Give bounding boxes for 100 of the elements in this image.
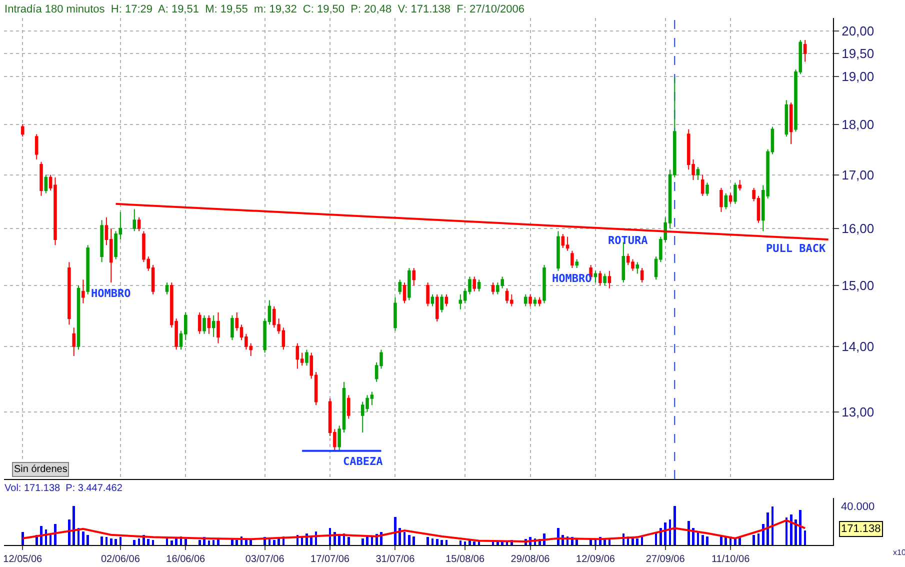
candlestick xyxy=(724,192,728,210)
bar xyxy=(687,521,690,545)
candlestick xyxy=(72,327,76,356)
y-tick-label: 18,00 xyxy=(842,116,874,132)
bar xyxy=(459,540,462,545)
bar xyxy=(272,540,276,545)
candlestick xyxy=(720,187,723,212)
annotation: ROTURA xyxy=(608,234,648,247)
annotation: HOMBRO xyxy=(552,272,592,285)
candlestick xyxy=(706,182,709,196)
candlestick xyxy=(734,182,737,204)
x-tick-label: 12/09/06 xyxy=(576,554,616,565)
x-tick-label: 15/08/06 xyxy=(446,554,485,565)
chart-title: Intradía 180 minutos H: 17:29 A: 19,51 M: 19,55 m: 19,32 C: 19,50 P: 20,48 V: 171.138 F: 27/10/2006 xyxy=(4,4,525,16)
bar xyxy=(236,540,238,545)
candlestick xyxy=(640,267,644,283)
candlestick xyxy=(477,279,481,292)
bar xyxy=(361,538,364,545)
candlestick xyxy=(738,180,742,192)
candlestick xyxy=(789,102,793,145)
candlestick xyxy=(728,192,732,204)
candlestick xyxy=(86,244,90,295)
candlestick xyxy=(412,267,416,286)
candlestick xyxy=(603,273,606,286)
candlestick xyxy=(696,166,700,181)
bar xyxy=(473,541,476,545)
candlestick xyxy=(538,296,542,307)
bar xyxy=(752,534,755,545)
candlestick xyxy=(570,250,574,268)
candlestick xyxy=(100,220,104,263)
y-tick-label: 16,00 xyxy=(842,220,874,236)
candlestick xyxy=(528,294,532,307)
candlestick xyxy=(347,394,350,420)
candlestick xyxy=(440,294,444,313)
x-tick-label: 31/07/06 xyxy=(376,554,416,565)
y-tick-label: 17,00 xyxy=(842,167,874,182)
bar xyxy=(468,540,471,545)
bar xyxy=(706,536,708,545)
bar xyxy=(673,506,676,545)
candlestick xyxy=(68,262,71,326)
candlestick xyxy=(408,267,411,301)
candlestick xyxy=(700,174,704,196)
candlestick xyxy=(608,270,612,289)
bar xyxy=(114,539,117,545)
y-tick-label: 13,00 xyxy=(842,404,874,420)
bar xyxy=(440,540,443,545)
candlestick xyxy=(230,314,234,341)
bar xyxy=(790,514,792,545)
candlestick xyxy=(82,279,85,304)
bar xyxy=(175,538,178,545)
candlestick xyxy=(784,100,788,138)
candlestick xyxy=(542,264,546,304)
bar xyxy=(100,536,103,545)
bar xyxy=(412,536,416,545)
y-tick-label: 19,00 xyxy=(842,69,874,84)
bar xyxy=(426,537,429,545)
text: 171.138 xyxy=(841,523,881,535)
candlestick xyxy=(165,282,169,295)
annotation: PULL BACK xyxy=(766,242,826,255)
candlestick xyxy=(524,294,528,307)
candlestick xyxy=(394,296,397,332)
candlestick xyxy=(305,349,308,366)
bar xyxy=(133,540,136,545)
x-tick-label: 11/10/06 xyxy=(711,554,750,565)
text: 40.000 xyxy=(841,501,875,513)
y-tick-label: 19,50 xyxy=(842,46,874,62)
bar xyxy=(636,538,639,545)
candlestick xyxy=(132,208,136,232)
bar xyxy=(184,539,187,545)
bar xyxy=(366,536,368,545)
x-tick-label: 29/08/06 xyxy=(510,554,550,565)
candlestick xyxy=(34,134,38,160)
bar xyxy=(664,522,666,545)
x-tick-label: 27/09/06 xyxy=(646,554,686,565)
candlestick xyxy=(598,270,602,286)
bar xyxy=(170,540,173,545)
candlestick xyxy=(556,230,560,272)
y-tick-label: 14,00 xyxy=(842,338,874,354)
x-tick-label: 02/06/06 xyxy=(100,554,140,565)
annotation: Sin órdenes xyxy=(14,464,68,475)
candlestick xyxy=(402,282,406,304)
bar xyxy=(110,538,112,545)
annotation: CABEZA xyxy=(343,455,384,468)
candlestick xyxy=(44,174,48,194)
bar xyxy=(701,534,704,545)
candlestick xyxy=(561,233,565,248)
bar xyxy=(86,534,89,545)
bar xyxy=(734,538,736,545)
candlestick xyxy=(533,296,537,307)
candlestick xyxy=(491,282,495,295)
x-tick-label: 12/05/06 xyxy=(3,554,43,565)
candlestick xyxy=(636,262,640,274)
chart-title: Vol: 171.138 P: 3.447.462 xyxy=(4,482,123,494)
candlestick xyxy=(40,161,43,196)
bar xyxy=(82,531,84,545)
bar xyxy=(436,539,438,545)
candlestick xyxy=(207,314,211,334)
candlestick xyxy=(216,312,220,344)
x-tick-label: 17/07/06 xyxy=(310,554,350,565)
bar xyxy=(724,537,728,545)
